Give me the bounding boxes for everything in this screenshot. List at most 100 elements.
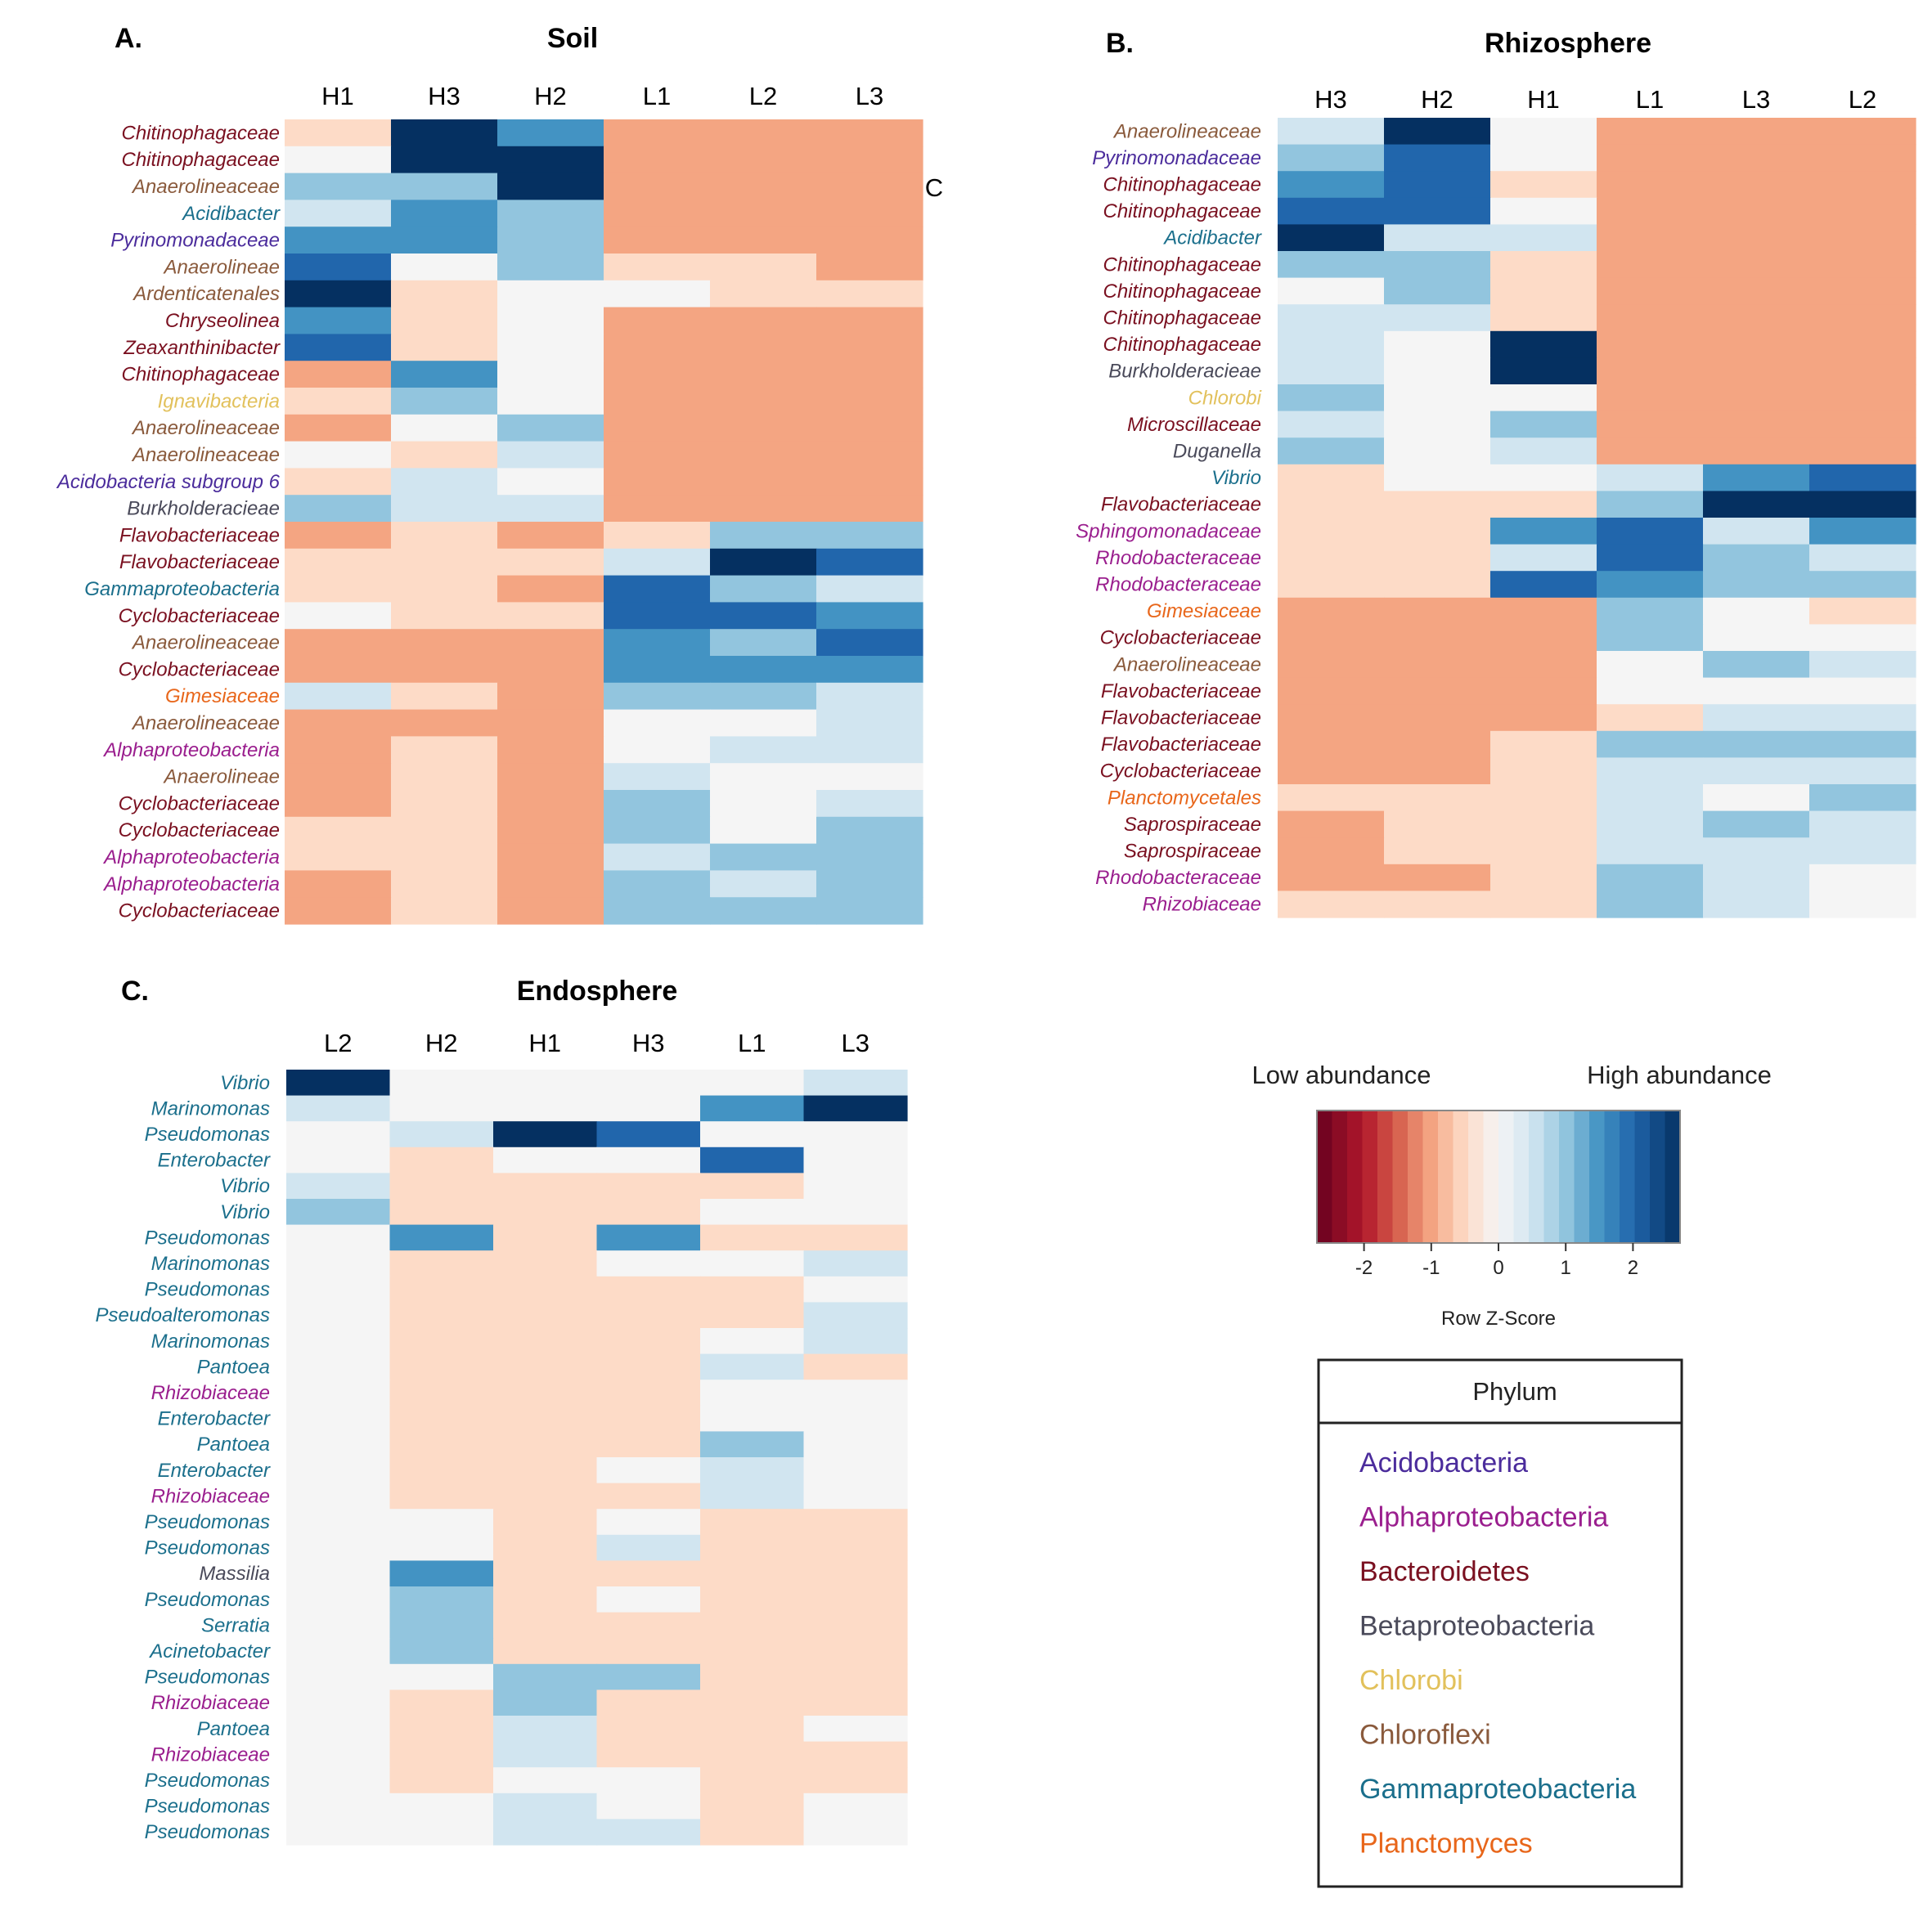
soil-row-label: Chitinophagaceae — [122, 122, 281, 144]
rhizosphere-row-label: Saprospiraceae — [1124, 841, 1261, 863]
endosphere-heatmap-cell — [596, 1560, 701, 1587]
soil-heatmap-cell — [497, 227, 604, 254]
phylum-legend-item: Chloroflexi — [1359, 1720, 1491, 1751]
soil-row-label: Anaerolineaceae — [131, 417, 280, 439]
soil-row-label: Alphaproteobacteria — [102, 739, 280, 761]
color-key-swatch — [1620, 1111, 1636, 1243]
soil-heatmap-cell — [604, 468, 711, 496]
endosphere-heatmap-cell — [700, 1689, 805, 1716]
soil-heatmap-cell — [816, 709, 923, 737]
endosphere-heatmap-cell — [389, 1146, 494, 1173]
rhizosphere-heatmap-cell — [1597, 891, 1704, 918]
soil-heatmap-cell — [497, 361, 604, 388]
rhizosphere-heatmap-cell — [1809, 571, 1916, 599]
color-key-swatch — [1408, 1111, 1424, 1243]
soil-heatmap-cell — [710, 254, 817, 281]
color-key-tick-label: 1 — [1561, 1257, 1571, 1279]
rhizosphere-heatmap-cell — [1490, 251, 1597, 279]
rhizosphere-heatmap-cell — [1384, 730, 1491, 758]
endosphere-heatmap-cell — [596, 1380, 701, 1407]
soil-heatmap-cell — [285, 870, 392, 898]
rhizosphere-heatmap-cell — [1597, 704, 1704, 732]
soil-heatmap-cell — [710, 736, 817, 764]
soil-heatmap-cell — [604, 897, 711, 925]
endosphere-heatmap-cell — [493, 1534, 598, 1561]
endosphere-heatmap-cell — [803, 1560, 908, 1587]
phylum-legend-frame — [1317, 1358, 1683, 1888]
soil-heatmap-cell — [710, 280, 817, 308]
soil-heatmap-cell — [391, 602, 498, 630]
endosphere-heatmap-cell — [803, 1431, 908, 1458]
soil-heatmap-cell — [391, 575, 498, 603]
endosphere-heatmap-cell — [803, 1483, 908, 1510]
high-abundance-label: High abundance — [1587, 1061, 1772, 1089]
endosphere-heatmap-cell — [493, 1560, 598, 1587]
endosphere-heatmap-cell — [389, 1121, 494, 1148]
endosphere-heatmap-cell — [389, 1663, 494, 1690]
endosphere-heatmap-cell — [803, 1095, 908, 1122]
rhizosphere-heatmap-cell — [1384, 518, 1491, 545]
endosphere-panel-label: C. — [121, 976, 149, 1007]
rhizosphere-heatmap-cell — [1809, 704, 1916, 732]
soil-heatmap-cell — [816, 334, 923, 361]
rhizosphere-heatmap-cell — [1703, 810, 1810, 838]
rhizosphere-heatmap-cell — [1597, 437, 1704, 465]
soil-heatmap-cell — [285, 575, 392, 603]
endosphere-heatmap-cell — [389, 1328, 494, 1355]
color-key-axis-label: Row Z-Score — [1441, 1308, 1556, 1330]
endosphere-heatmap-cell — [493, 1767, 598, 1794]
endosphere-heatmap-cell — [596, 1793, 701, 1820]
rhizosphere-heatmap-cell — [1703, 677, 1810, 705]
endosphere-heatmap-cell — [700, 1121, 805, 1148]
endosphere-heatmap-cell — [803, 1328, 908, 1355]
endosphere-heatmap-cell — [700, 1276, 805, 1303]
endosphere-heatmap-cell — [389, 1767, 494, 1794]
rhizosphere-heatmap-cell — [1384, 704, 1491, 732]
phylum-legend-item: Acidobacteria — [1359, 1447, 1528, 1479]
rhizosphere-heatmap-cell — [1809, 224, 1916, 252]
soil-heatmap-cell — [604, 441, 711, 469]
rhizosphere-heatmap-cell — [1597, 757, 1704, 785]
rhizosphere-heatmap-cell — [1490, 810, 1597, 838]
color-key-swatch — [1377, 1111, 1394, 1243]
soil-heatmap-cell — [816, 736, 923, 764]
rhizosphere-heatmap-cell — [1490, 118, 1597, 146]
soil-heatmap-cell — [391, 441, 498, 469]
soil-heatmap-cell — [391, 307, 498, 334]
color-key-swatch — [1332, 1111, 1348, 1243]
soil-panel-label: A. — [115, 23, 142, 54]
endosphere-heatmap-cell — [803, 1199, 908, 1226]
endosphere-heatmap-cell — [389, 1612, 494, 1639]
endosphere-heatmap-cell — [389, 1483, 494, 1510]
endosphere-heatmap-cell — [700, 1199, 805, 1226]
rhizosphere-heatmap-cell — [1384, 277, 1491, 305]
rhizosphere-column-label: H2 — [1421, 85, 1453, 114]
rhizosphere-heatmap-cell — [1490, 571, 1597, 599]
endosphere-heatmap-cell — [803, 1793, 908, 1820]
rhizosphere-heatmap-cell — [1384, 651, 1491, 679]
soil-heatmap-cell — [391, 790, 498, 818]
rhizosphere-heatmap-cell — [1384, 810, 1491, 838]
endosphere-heatmap-cell — [493, 1302, 598, 1329]
endosphere-heatmap-cell — [803, 1302, 908, 1329]
soil-row-label: Acidibacter — [181, 203, 281, 225]
soil-heatmap-cell — [391, 629, 498, 657]
soil-heatmap-cell — [816, 441, 923, 469]
endosphere-heatmap-cell — [389, 1819, 494, 1846]
endosphere-heatmap-cell — [596, 1224, 701, 1251]
soil-column-label: H1 — [321, 82, 354, 110]
soil-heatmap-cell — [497, 119, 604, 147]
endosphere-row-label: Rhizobiaceae — [151, 1743, 270, 1766]
soil-heatmap-cell — [604, 361, 711, 388]
color-key-bar — [1317, 1111, 1681, 1243]
endosphere-column-label: H1 — [528, 1029, 561, 1057]
rhizosphere-heatmap-cell — [1809, 837, 1916, 865]
endosphere-heatmap-cell — [389, 1353, 494, 1380]
soil-heatmap-cell — [816, 629, 923, 657]
soil-heatmap-cell — [816, 200, 923, 227]
soil-heatmap-cell — [816, 575, 923, 603]
rhizosphere-heatmap-cell — [1597, 171, 1704, 199]
endosphere-row-label: Pseudomonas — [145, 1821, 270, 1843]
soil-heatmap-cell — [604, 656, 711, 684]
rhizosphere-heatmap-cell — [1703, 518, 1810, 545]
